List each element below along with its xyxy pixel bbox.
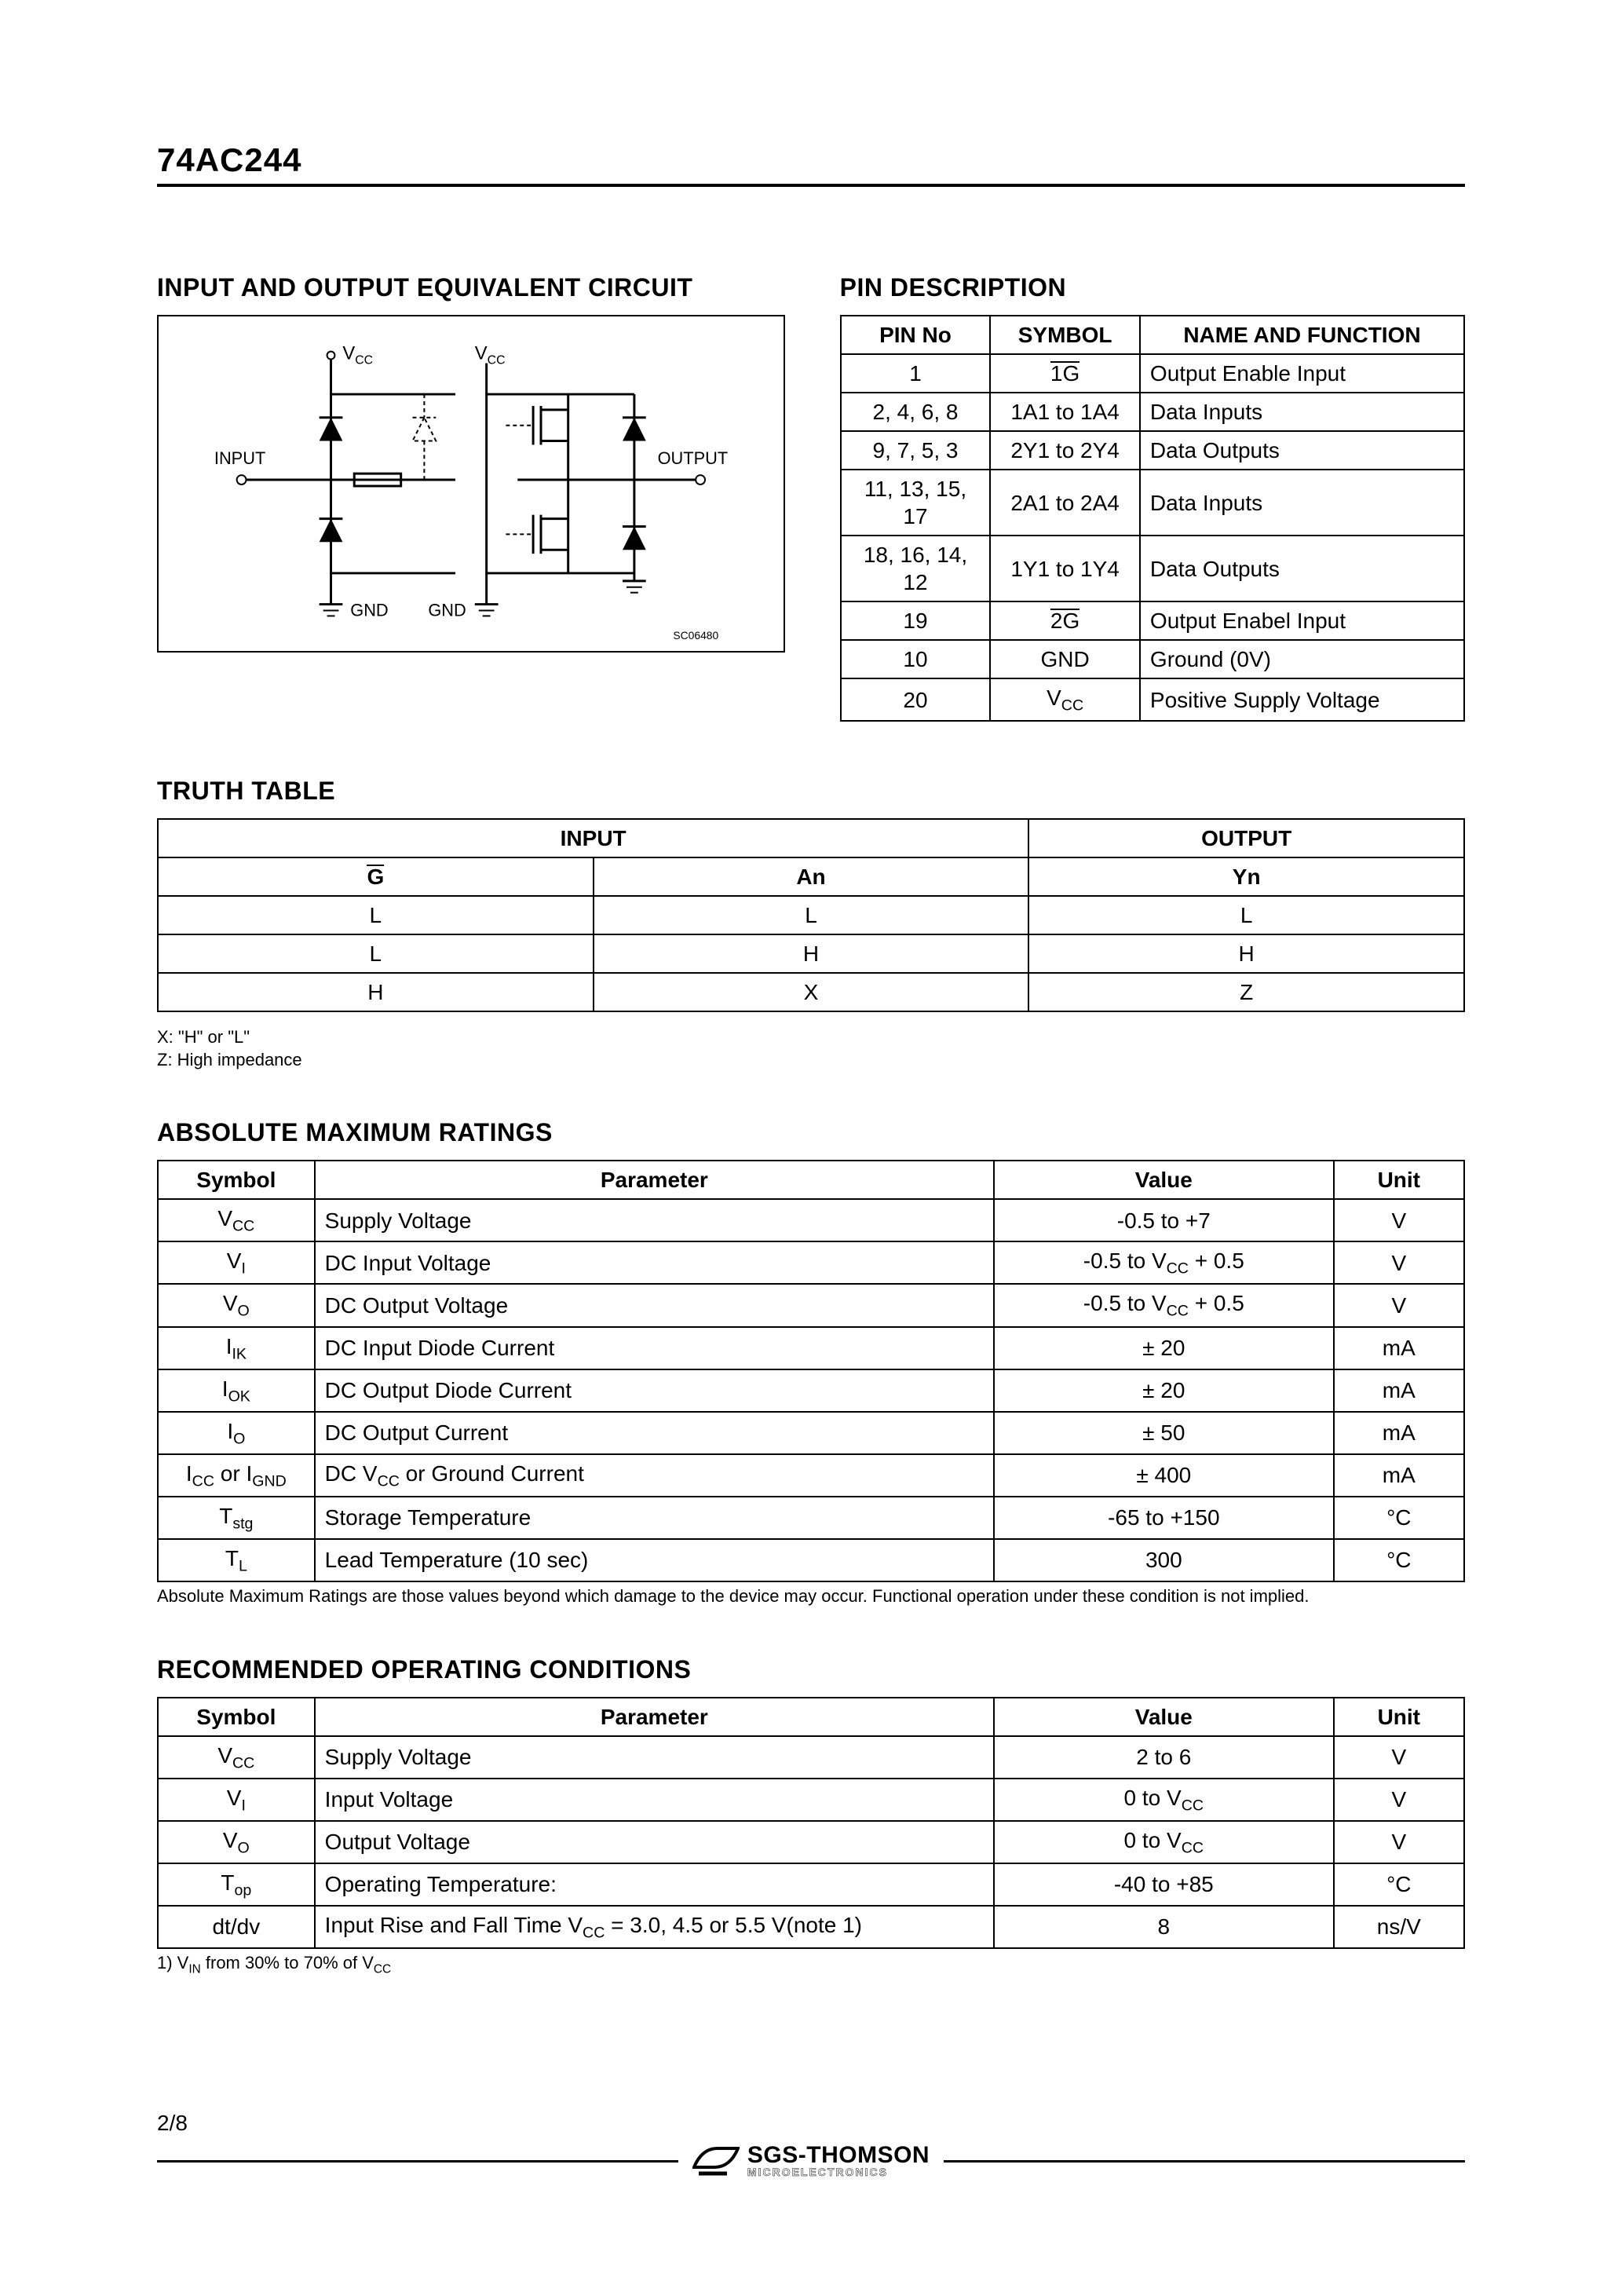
truth-heading: TRUTH TABLE <box>157 777 1465 806</box>
pin-th-func: NAME AND FUNCTION <box>1140 316 1464 354</box>
circuit-code: SC06480 <box>673 629 718 642</box>
equivalent-circuit-diagram: VCC VCC INPUT OUTPUT <box>157 315 785 653</box>
logo-sub-text: MICROELECTRONICS <box>747 2167 930 2177</box>
part-number: 74AC244 <box>157 141 1465 179</box>
table-row: IODC Output Current± 50mA <box>158 1412 1464 1454</box>
truth-th-g: G <box>158 857 594 896</box>
roc-heading: RECOMMENDED OPERATING CONDITIONS <box>157 1655 1465 1684</box>
vcc2-label: VCC <box>475 342 506 367</box>
table-row: IOKDC Output Diode Current± 20mA <box>158 1369 1464 1412</box>
input-label: INPUT <box>214 448 265 468</box>
amr-th-symbol: Symbol <box>158 1161 315 1199</box>
table-row: 20VCCPositive Supply Voltage <box>841 678 1464 721</box>
amr-th-value: Value <box>994 1161 1334 1199</box>
table-row: VIInput Voltage0 to VCCV <box>158 1779 1464 1821</box>
pin-th-no: PIN No <box>841 316 991 354</box>
roc-th-unit: Unit <box>1334 1698 1464 1736</box>
pin-heading: PIN DESCRIPTION <box>840 273 1465 302</box>
amr-footnote: Absolute Maximum Ratings are those value… <box>157 1585 1465 1608</box>
table-row: 11GOutput Enable Input <box>841 354 1464 393</box>
logo-icon <box>692 2144 740 2178</box>
roc-th-param: Parameter <box>315 1698 994 1736</box>
truth-table: INPUT OUTPUT G An Yn LLLLHHHXZ <box>157 818 1465 1012</box>
output-label: OUTPUT <box>658 448 729 468</box>
table-row: ICC or IGNDDC VCC or Ground Current± 400… <box>158 1454 1464 1497</box>
table-row: VCCSupply Voltage-0.5 to +7V <box>158 1199 1464 1241</box>
table-row: TstgStorage Temperature-65 to +150°C <box>158 1497 1464 1539</box>
table-row: 11, 13, 15, 172A1 to 2A4Data Inputs <box>841 470 1464 536</box>
footer-rule-right <box>944 2160 1465 2163</box>
circuit-and-pin-row: INPUT AND OUTPUT EQUIVALENT CIRCUIT VCC … <box>157 273 1465 722</box>
logo-main-text: SGS-THOMSON <box>747 2144 930 2167</box>
page-footer: 2/8 SGS-THOMSON MICROELECTRONICS <box>157 2111 1465 2178</box>
gnd1-label: GND <box>350 600 388 620</box>
roc-table: Symbol Parameter Value Unit VCCSupply Vo… <box>157 1697 1465 1949</box>
truth-th-yn: Yn <box>1028 857 1464 896</box>
amr-heading: ABSOLUTE MAXIMUM RATINGS <box>157 1118 1465 1147</box>
table-row: dt/dvInput Rise and Fall Time VCC = 3.0,… <box>158 1906 1464 1948</box>
page-number: 2/8 <box>157 2111 1465 2136</box>
footer-rule-left <box>157 2160 678 2163</box>
truth-th-input: INPUT <box>158 819 1028 857</box>
table-row: LHH <box>158 934 1464 973</box>
table-row: VCCSupply Voltage2 to 6V <box>158 1736 1464 1779</box>
circuit-heading: INPUT AND OUTPUT EQUIVALENT CIRCUIT <box>157 273 785 302</box>
table-row: 2, 4, 6, 81A1 to 1A4Data Inputs <box>841 393 1464 431</box>
pin-th-symbol: SYMBOL <box>990 316 1140 354</box>
page-header: 74AC244 <box>157 141 1465 187</box>
table-row: VOOutput Voltage0 to VCCV <box>158 1821 1464 1863</box>
table-row: VODC Output Voltage-0.5 to VCC + 0.5V <box>158 1284 1464 1326</box>
table-row: LLL <box>158 896 1464 934</box>
gnd2-label: GND <box>428 600 466 620</box>
truth-note-2: Z: High impedance <box>157 1049 1465 1072</box>
table-row: 9, 7, 5, 32Y1 to 2Y4Data Outputs <box>841 431 1464 470</box>
amr-table: Symbol Parameter Value Unit VCCSupply Vo… <box>157 1160 1465 1582</box>
roc-footnote: 1) VIN from 30% to 70% of VCC <box>157 1952 1465 1977</box>
pin-description-table: PIN No SYMBOL NAME AND FUNCTION 11GOutpu… <box>840 315 1465 722</box>
truth-note-1: X: "H" or "L" <box>157 1026 1465 1049</box>
vcc1-label: VCC <box>342 342 373 367</box>
table-row: HXZ <box>158 973 1464 1011</box>
table-row: 18, 16, 14, 121Y1 to 1Y4Data Outputs <box>841 536 1464 601</box>
amr-th-unit: Unit <box>1334 1161 1464 1199</box>
table-row: IIKDC Input Diode Current± 20mA <box>158 1327 1464 1369</box>
table-row: TopOperating Temperature:-40 to +85°C <box>158 1863 1464 1906</box>
table-row: 10GNDGround (0V) <box>841 640 1464 678</box>
roc-th-symbol: Symbol <box>158 1698 315 1736</box>
table-row: 192GOutput Enabel Input <box>841 601 1464 640</box>
truth-th-output: OUTPUT <box>1028 819 1464 857</box>
amr-th-param: Parameter <box>315 1161 994 1199</box>
truth-th-an: An <box>594 857 1029 896</box>
table-row: TLLead Temperature (10 sec)300°C <box>158 1539 1464 1581</box>
sgs-thomson-logo: SGS-THOMSON MICROELECTRONICS <box>692 2144 930 2178</box>
table-row: VIDC Input Voltage-0.5 to VCC + 0.5V <box>158 1241 1464 1284</box>
roc-th-value: Value <box>994 1698 1334 1736</box>
